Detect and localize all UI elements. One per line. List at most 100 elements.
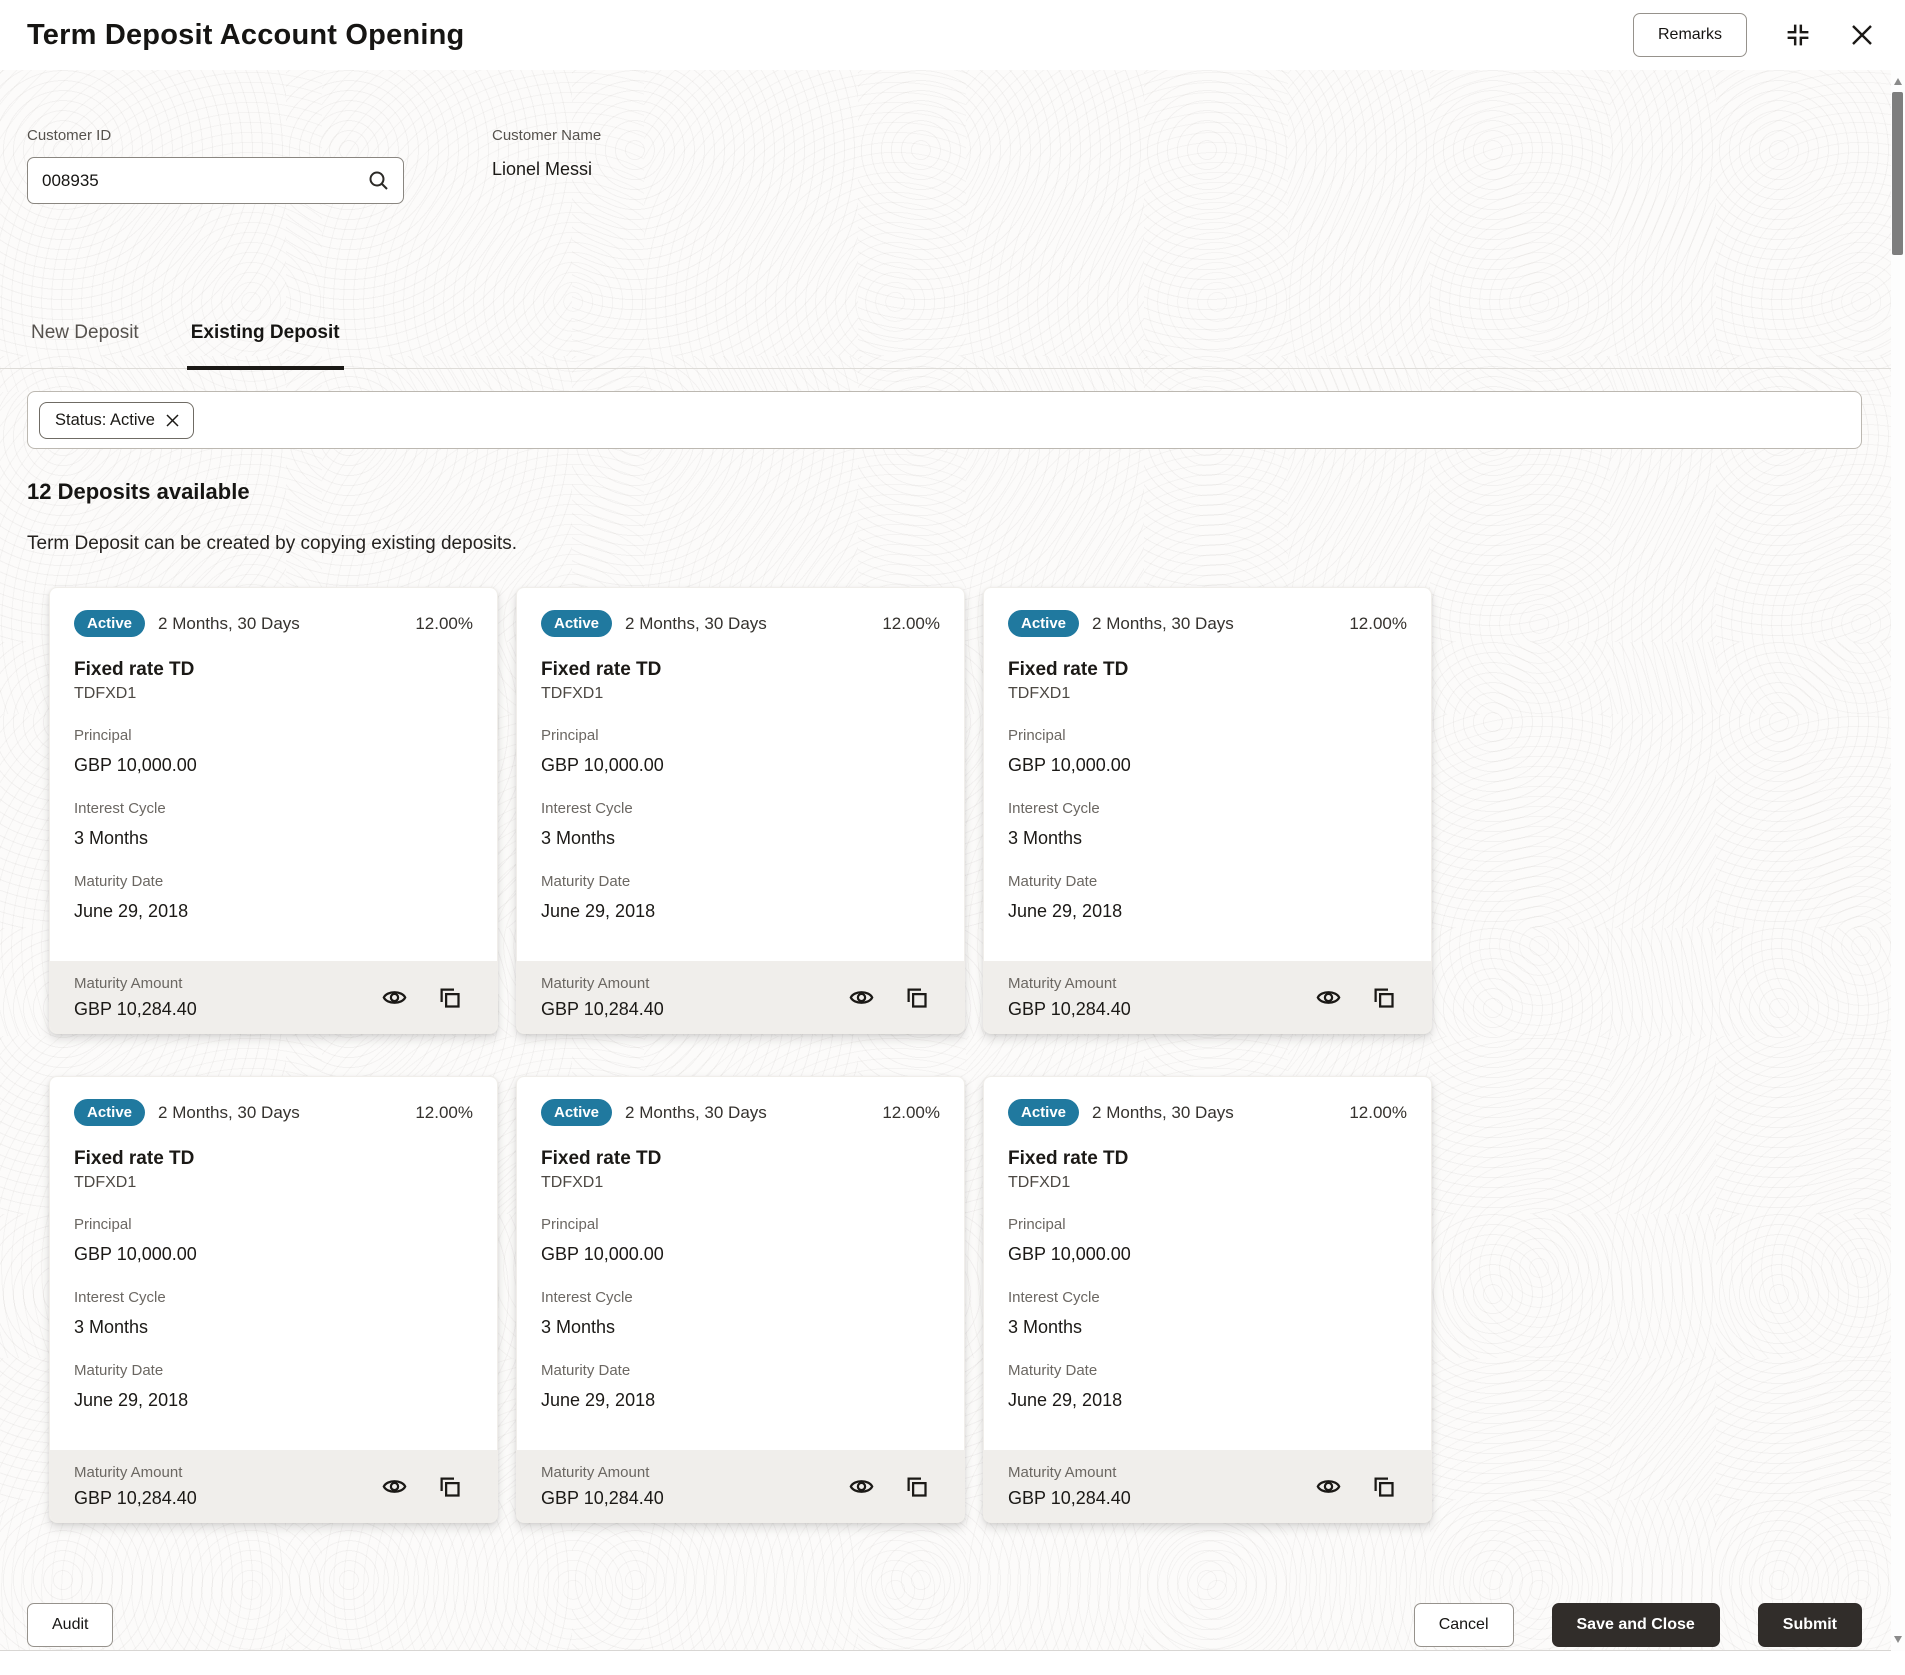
status-filter-chip-label: Status: Active <box>55 410 155 429</box>
customer-id-input[interactable] <box>42 170 367 191</box>
tab-new-deposit[interactable]: New Deposit <box>31 322 139 343</box>
deposit-term: 2 Months, 30 Days <box>158 1102 300 1122</box>
collapse-icon[interactable] <box>1781 18 1815 52</box>
scroll-up-arrow-icon[interactable] <box>1894 78 1902 85</box>
maturity-date-label: Maturity Date <box>74 1362 164 1379</box>
deposit-card[interactable]: Active 2 Months, 30 Days 12.00% Fixed ra… <box>49 587 498 1034</box>
principal-label: Principal <box>1008 1216 1066 1233</box>
interest-rate: 12.00% <box>415 613 473 633</box>
product-name: Fixed rate TD <box>74 1148 195 1169</box>
maturity-date-label: Maturity Date <box>74 873 164 890</box>
deposits-count-heading: 12 Deposits available <box>27 479 250 504</box>
deposit-tabs: New Deposit Existing Deposit <box>0 322 1891 370</box>
maturity-amount-value: GBP 10,284.40 <box>1008 998 1131 1019</box>
main-content: Customer ID Customer Name Lionel Messi N… <box>0 70 1891 1651</box>
interest-rate: 12.00% <box>882 613 940 633</box>
customer-name-label: Customer Name <box>492 127 602 144</box>
principal-value: GBP 10,000.00 <box>1008 1244 1131 1264</box>
eye-icon[interactable] <box>1315 1473 1342 1500</box>
maturity-amount-label: Maturity Amount <box>74 1463 183 1481</box>
customer-id-label: Customer ID <box>27 127 112 144</box>
principal-value: GBP 10,000.00 <box>1008 755 1131 775</box>
save-and-close-button[interactable]: Save and Close <box>1551 1603 1720 1647</box>
maturity-amount-label: Maturity Amount <box>1008 1463 1117 1481</box>
principal-label: Principal <box>1008 727 1066 744</box>
principal-value: GBP 10,000.00 <box>74 755 197 775</box>
deposit-card[interactable]: Active 2 Months, 30 Days 12.00% Fixed ra… <box>983 1076 1432 1523</box>
eye-icon[interactable] <box>848 1473 875 1500</box>
product-code: TDFXD1 <box>1008 1174 1071 1191</box>
product-code: TDFXD1 <box>541 1174 604 1191</box>
copy-icon[interactable] <box>436 984 463 1011</box>
principal-label: Principal <box>541 1216 599 1233</box>
interest-cycle-value: 3 Months <box>541 1317 616 1337</box>
eye-icon[interactable] <box>848 984 875 1011</box>
maturity-date-label: Maturity Date <box>1008 1362 1098 1379</box>
cancel-button[interactable]: Cancel <box>1413 1603 1514 1647</box>
deposit-term: 2 Months, 30 Days <box>1092 613 1234 633</box>
status-badge: Active <box>74 610 146 637</box>
deposit-card[interactable]: Active 2 Months, 30 Days 12.00% Fixed ra… <box>983 587 1432 1034</box>
product-code: TDFXD1 <box>74 1174 137 1191</box>
remarks-button[interactable]: Remarks <box>1632 13 1747 57</box>
tab-existing-deposit[interactable]: Existing Deposit <box>186 322 344 370</box>
interest-cycle-value: 3 Months <box>74 828 149 848</box>
status-badge: Active <box>1008 610 1080 637</box>
product-name: Fixed rate TD <box>1008 1148 1129 1169</box>
eye-icon[interactable] <box>1315 984 1342 1011</box>
interest-cycle-value: 3 Months <box>74 1317 149 1337</box>
copy-icon[interactable] <box>436 1473 463 1500</box>
status-filter-chip[interactable]: Status: Active <box>39 401 194 439</box>
page-title: Term Deposit Account Opening <box>27 18 465 51</box>
window-titlebar: Term Deposit Account Opening Remarks <box>0 0 1905 70</box>
product-name: Fixed rate TD <box>74 659 195 680</box>
status-badge: Active <box>541 1099 613 1126</box>
maturity-date-value: June 29, 2018 <box>74 901 189 921</box>
maturity-date-value: June 29, 2018 <box>1008 901 1123 921</box>
principal-label: Principal <box>74 727 132 744</box>
interest-rate: 12.00% <box>415 1102 473 1122</box>
filter-bar[interactable]: Status: Active <box>27 391 1862 449</box>
product-name: Fixed rate TD <box>1008 659 1129 680</box>
search-icon[interactable] <box>367 169 391 193</box>
deposit-card[interactable]: Active 2 Months, 30 Days 12.00% Fixed ra… <box>49 1076 498 1523</box>
deposit-card[interactable]: Active 2 Months, 30 Days 12.00% Fixed ra… <box>516 587 965 1034</box>
maturity-amount-value: GBP 10,284.40 <box>74 1487 197 1508</box>
maturity-date-value: June 29, 2018 <box>74 1390 189 1410</box>
close-icon[interactable] <box>1849 22 1875 48</box>
copy-icon[interactable] <box>1370 1473 1397 1500</box>
copy-icon[interactable] <box>1370 984 1397 1011</box>
chip-remove-icon[interactable] <box>165 413 180 428</box>
maturity-amount-label: Maturity Amount <box>74 974 183 992</box>
deposit-term: 2 Months, 30 Days <box>1092 1102 1234 1122</box>
copy-icon[interactable] <box>903 984 930 1011</box>
interest-cycle-label: Interest Cycle <box>74 800 166 817</box>
audit-button[interactable]: Audit <box>27 1603 114 1647</box>
principal-label: Principal <box>541 727 599 744</box>
scrollbar-thumb[interactable] <box>1892 92 1903 255</box>
deposits-description: Term Deposit can be created by copying e… <box>27 533 518 554</box>
interest-cycle-label: Interest Cycle <box>541 800 633 817</box>
eye-icon[interactable] <box>381 1473 408 1500</box>
maturity-date-value: June 29, 2018 <box>541 901 656 921</box>
product-code: TDFXD1 <box>1008 685 1071 702</box>
maturity-date-value: June 29, 2018 <box>541 1390 656 1410</box>
maturity-date-value: June 29, 2018 <box>1008 1390 1123 1410</box>
vertical-scrollbar[interactable] <box>1891 70 1905 1651</box>
interest-rate: 12.00% <box>882 1102 940 1122</box>
scroll-down-arrow-icon[interactable] <box>1894 1636 1902 1643</box>
copy-icon[interactable] <box>903 1473 930 1500</box>
eye-icon[interactable] <box>381 984 408 1011</box>
customer-id-field[interactable] <box>27 157 404 204</box>
interest-cycle-label: Interest Cycle <box>541 1289 633 1306</box>
deposit-card[interactable]: Active 2 Months, 30 Days 12.00% Fixed ra… <box>516 1076 965 1523</box>
status-badge: Active <box>1008 1099 1080 1126</box>
action-bar: Audit Cancel Save and Close Submit <box>27 1602 1862 1648</box>
interest-rate: 12.00% <box>1349 613 1407 633</box>
maturity-amount-value: GBP 10,284.40 <box>1008 1487 1131 1508</box>
interest-cycle-label: Interest Cycle <box>1008 1289 1100 1306</box>
submit-button[interactable]: Submit <box>1757 1603 1862 1647</box>
maturity-amount-label: Maturity Amount <box>541 1463 650 1481</box>
maturity-date-label: Maturity Date <box>541 873 631 890</box>
product-name: Fixed rate TD <box>541 659 662 680</box>
